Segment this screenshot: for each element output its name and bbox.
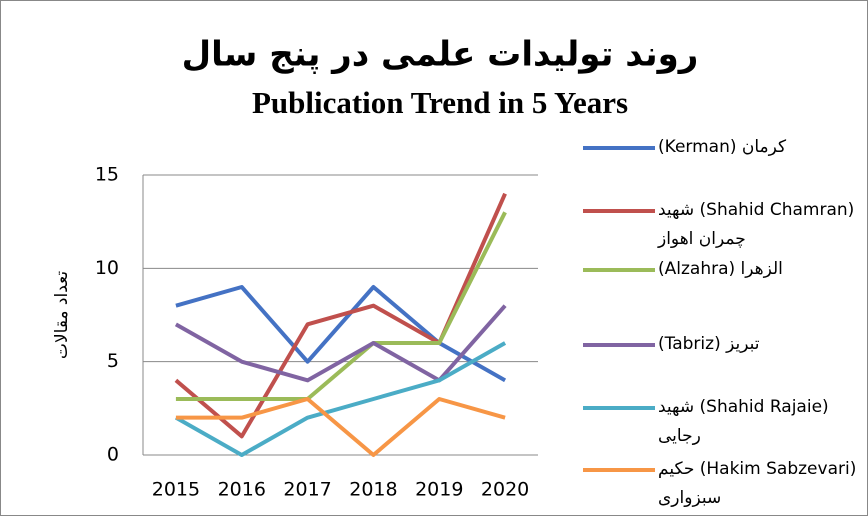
- y-tick-label: 10: [95, 257, 119, 279]
- chart-title: روند تولیدات علمی در پنج سال: [182, 35, 699, 75]
- y-axis-label: تعداد مقالات: [52, 271, 72, 359]
- x-tick-label: 2016: [218, 479, 266, 501]
- legend-label: (Shahid Rajaie) شهید رجایی: [658, 397, 829, 446]
- legend-label: الزهرا (Alzahra): [658, 259, 783, 279]
- x-tick-label: 2017: [283, 479, 331, 501]
- legend-label: کرمان (Kerman): [658, 137, 787, 157]
- legend-label: (Shahid Chamran) شهید چمران اهواز: [658, 200, 855, 249]
- series-line: [175, 211, 507, 401]
- x-tick-label: 2018: [349, 479, 397, 501]
- legend-label: تبریز (Tabriz): [658, 334, 760, 354]
- y-tick-label: 0: [107, 444, 119, 466]
- series-line: [174, 304, 507, 383]
- x-tick-label: 2015: [152, 479, 200, 501]
- chart-subtitle: Publication Trend in 5 Years: [252, 85, 628, 120]
- legend-label: (Hakim Sabzevari) حکیم سبزواری: [658, 459, 857, 508]
- series-line: [175, 397, 506, 457]
- y-tick-label: 5: [107, 350, 119, 372]
- x-tick-label: 2020: [481, 479, 529, 501]
- series-line: [175, 285, 507, 383]
- series-line: [174, 341, 507, 457]
- x-tick-label: 2019: [415, 479, 463, 501]
- y-tick-label: 15: [95, 164, 119, 186]
